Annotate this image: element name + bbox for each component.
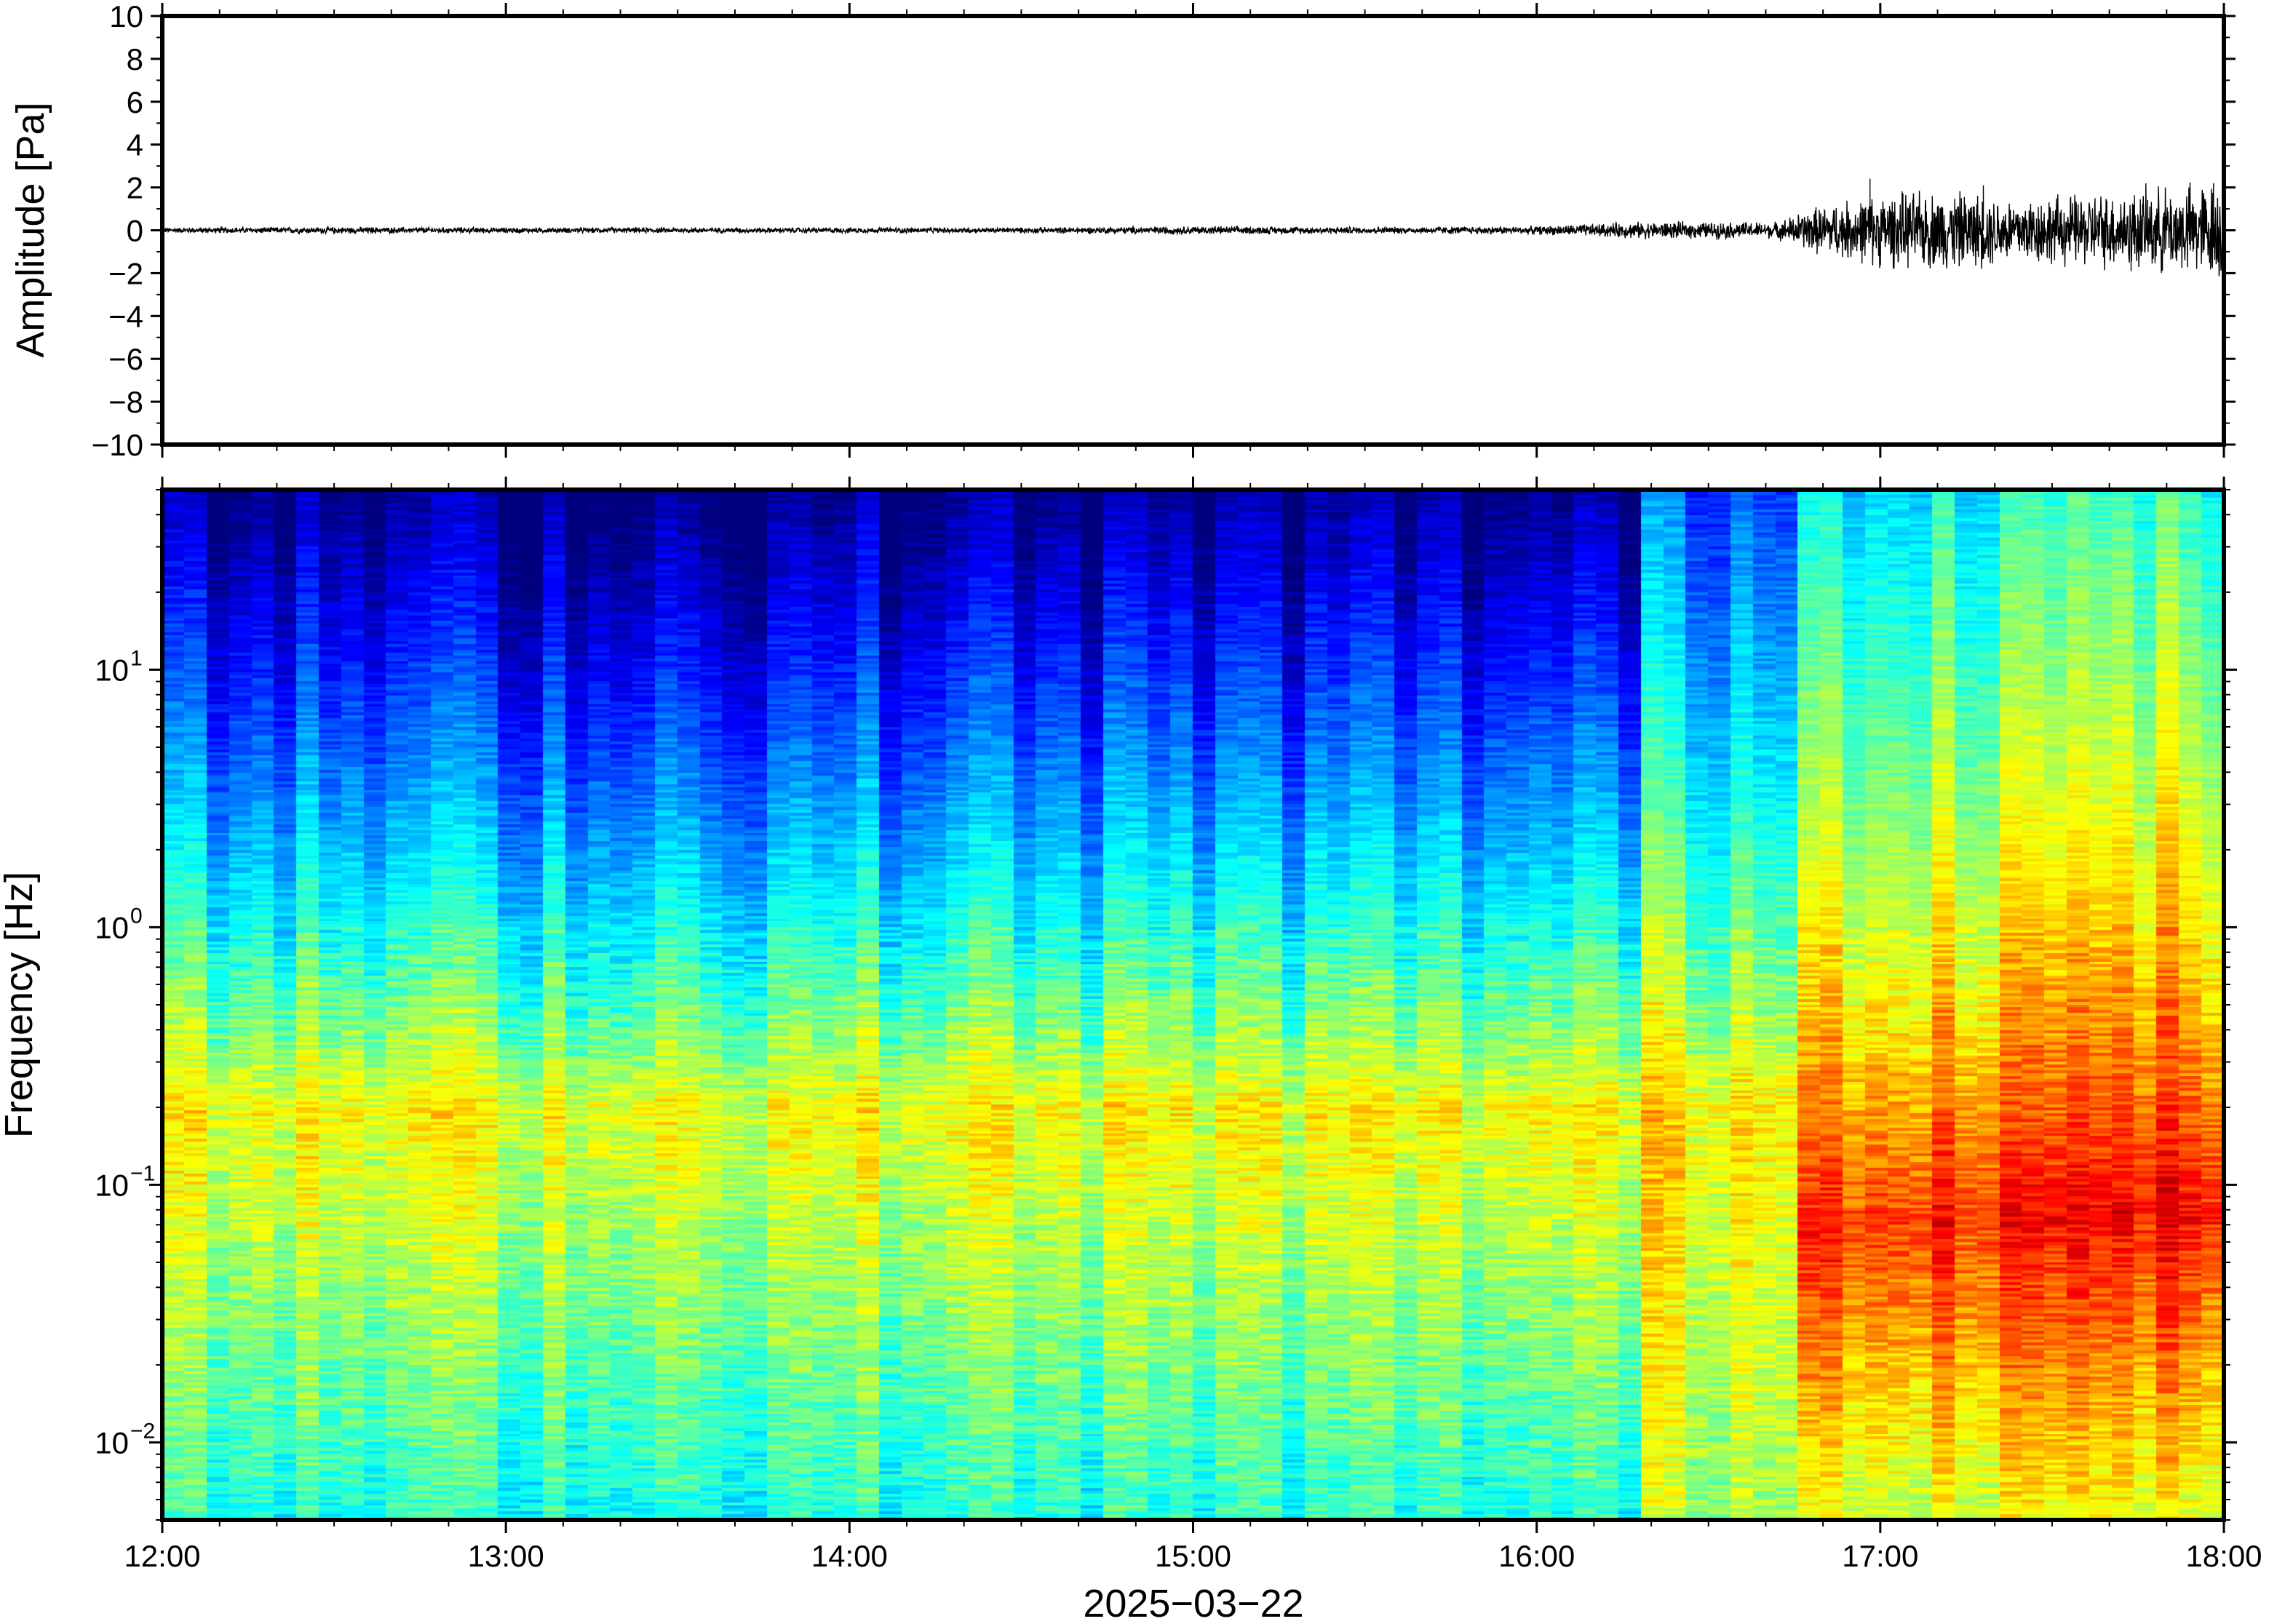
amplitude-y-tick-label: 6 [127,85,143,119]
amplitude-y-tick-label: −6 [108,342,143,376]
amplitude-y-tick-label: 10 [109,0,143,33]
frequency-y-tick-label: 10 [95,653,129,687]
frequency-axis-title: Frequency [Hz] [0,872,41,1138]
time-x-tick-label: 16:00 [1498,1539,1575,1573]
amplitude-y-ticks: 10 8 6 4 2 0 −2 −4 −6 −8 −10 [92,0,2236,462]
frequency-y-tick-exponent: 0 [130,904,143,928]
frequency-y-tick-exponent: 1 [130,646,143,670]
amplitude-y-tick-label: 4 [127,128,143,162]
amplitude-trace [162,178,2225,276]
time-x-ticks: 12:00 13:00 14:00 15:00 16:00 17:00 18:00 [124,3,2262,1573]
time-x-tick-label: 17:00 [1842,1539,1918,1573]
amplitude-y-tick-label: −8 [108,385,143,419]
frequency-y-tick-exponent: −1 [130,1161,155,1185]
time-x-tick-label: 13:00 [468,1539,544,1573]
time-x-tick-label: 15:00 [1155,1539,1231,1573]
frequency-y-tick-label: 10 [95,1425,129,1460]
amplitude-y-tick-label: −2 [108,256,143,290]
amplitude-y-tick-label: 0 [127,214,143,248]
date-axis-title: 2025−03−22 [1083,1582,1303,1624]
amplitude-y-tick-label: 2 [127,171,143,205]
amplitude-y-tick-label: −4 [108,299,143,333]
frequency-y-tick-exponent: −2 [130,1419,155,1443]
time-x-tick-label: 18:00 [2185,1539,2262,1573]
frequency-y-tick-label: 10 [95,1168,129,1202]
frequency-y-tick-label: 10 [95,910,129,944]
amplitude-axis-title: Amplitude [Pa] [9,102,52,357]
spectrogram-image [162,490,2224,1520]
amplitude-y-tick-label: 8 [127,42,143,76]
amplitude-y-tick-label: −10 [92,428,143,462]
time-x-tick-label: 12:00 [124,1539,200,1573]
amplitude-series-line [162,178,2225,276]
time-x-tick-label: 14:00 [811,1539,888,1573]
